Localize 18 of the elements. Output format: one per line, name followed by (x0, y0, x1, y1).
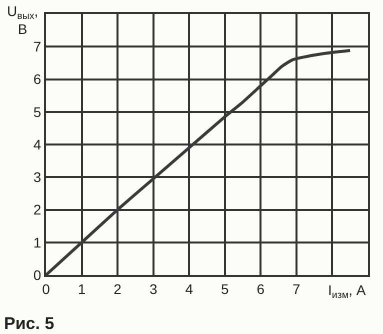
x-tick-label: 1 (78, 280, 86, 297)
y-tick-label: 2 (33, 202, 42, 218)
x-tick-label: 7 (292, 280, 301, 297)
y-tick-label: 1 (33, 234, 42, 250)
y-tick-label: 7 (33, 38, 42, 55)
x-tick-label: 3 (149, 280, 158, 297)
y-tick-label: 5 (33, 104, 42, 120)
x-axis-title: I$_{изм}$, A (328, 282, 366, 301)
text: Рис. 5 (4, 314, 54, 333)
y-tick-label: 0 (33, 266, 42, 283)
x-tick-label: 5 (220, 280, 229, 297)
x-tick-label: 4 (185, 280, 194, 297)
x-tick-label: 2 (114, 280, 122, 297)
x-tick-label: 6 (256, 280, 265, 297)
y-tick-label: 4 (33, 136, 42, 152)
y-tick-label: 6 (33, 71, 42, 88)
y-tick-label: 3 (33, 169, 42, 186)
y-axis-title: U$_{вых}$, B (7, 3, 38, 38)
